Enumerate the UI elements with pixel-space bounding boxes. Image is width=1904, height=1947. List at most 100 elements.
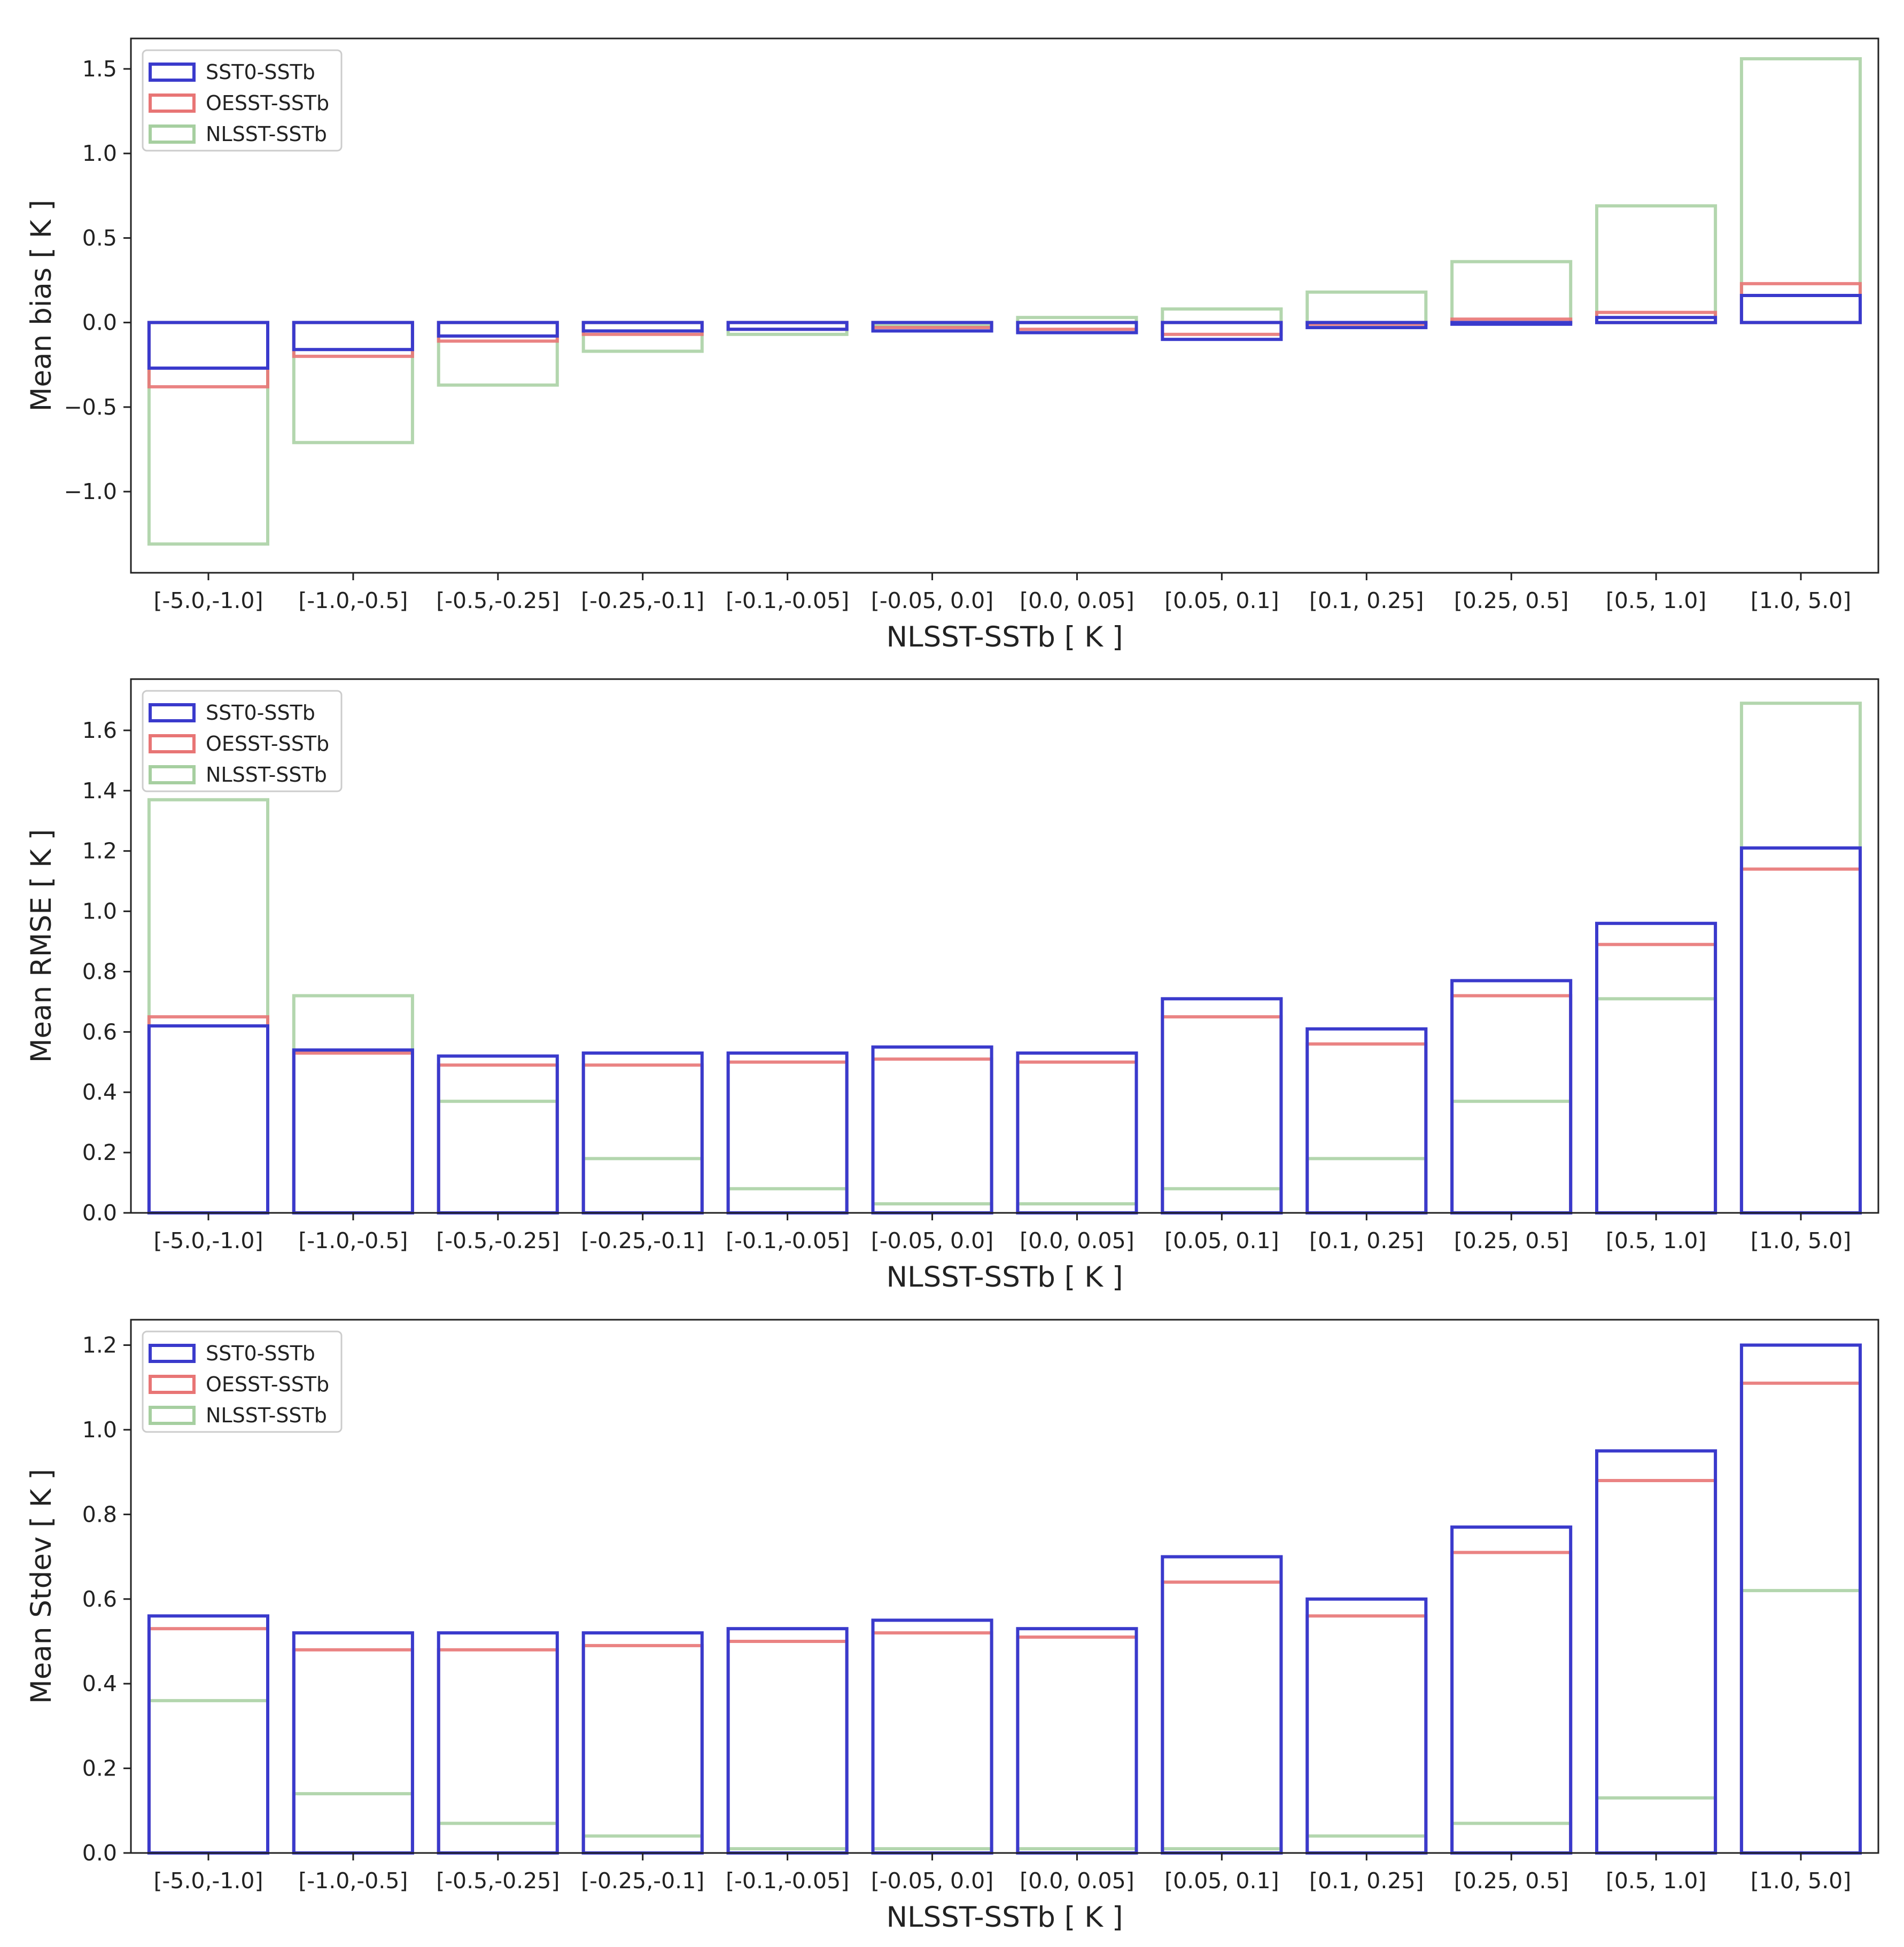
bar-oesst-sstb-5 bbox=[871, 1631, 993, 1855]
y-tick-label: 1.0 bbox=[82, 141, 117, 166]
x-tick-label: [-5.0,-1.0] bbox=[153, 1868, 263, 1894]
bar-sst0-sstb-4 bbox=[726, 1627, 849, 1855]
y-tick-label: 1.2 bbox=[82, 1333, 117, 1358]
bar-oesst-sstb-7 bbox=[1161, 1015, 1283, 1214]
bar-oesst-sstb-0 bbox=[147, 1627, 269, 1855]
bar-oesst-sstb-3 bbox=[581, 1644, 704, 1855]
x-tick-label: [-5.0,-1.0] bbox=[153, 1228, 263, 1253]
y-tick-label: 1.0 bbox=[82, 1417, 117, 1443]
bar-nlsst-sstb-2 bbox=[437, 1100, 559, 1214]
bar-sst0-sstb-6 bbox=[1016, 1627, 1138, 1855]
bar-sst0-sstb-7 bbox=[1161, 321, 1283, 341]
bar-sst0-sstb-11 bbox=[1739, 294, 1862, 324]
bar-nlsst-sstb-9 bbox=[1450, 260, 1573, 324]
x-tick-label: [-0.1,-0.05] bbox=[726, 1228, 849, 1253]
bar-nlsst-sstb-0 bbox=[147, 1699, 269, 1855]
bar-oesst-sstb-8 bbox=[1305, 1614, 1428, 1855]
bar-nlsst-sstb-1 bbox=[292, 994, 414, 1214]
legend-swatch-nlsst-sstb bbox=[149, 124, 196, 144]
bar-sst0-sstb-7 bbox=[1161, 1555, 1283, 1855]
bar-nlsst-sstb-10 bbox=[1595, 204, 1718, 324]
bar-sst0-sstb-1 bbox=[292, 1048, 414, 1214]
bar-nlsst-sstb-1 bbox=[292, 1792, 414, 1855]
x-tick-label: [-1.0,-0.5] bbox=[298, 1228, 408, 1253]
bar-nlsst-sstb-3 bbox=[581, 1157, 704, 1214]
bar-sst0-sstb-0 bbox=[147, 321, 269, 370]
bar-nlsst-sstb-3 bbox=[581, 321, 704, 353]
x-tick-label: [0.05, 0.1] bbox=[1164, 1868, 1279, 1894]
bar-nlsst-sstb-9 bbox=[1450, 1821, 1573, 1855]
bar-sst0-sstb-10 bbox=[1595, 922, 1718, 1214]
bar-oesst-sstb-3 bbox=[581, 1063, 704, 1215]
y-axis-label: Mean bias [ K ] bbox=[25, 200, 58, 411]
bar-oesst-sstb-6 bbox=[1016, 1636, 1138, 1855]
legend-label-nlsst-sstb: NLSST-SSTb bbox=[206, 1404, 327, 1427]
legend-label-oesst-sstb: OESST-SSTb bbox=[206, 732, 329, 756]
bar-oesst-sstb-11 bbox=[1739, 1381, 1862, 1855]
bar-nlsst-sstb-9 bbox=[1450, 1100, 1573, 1214]
bar-nlsst-sstb-8 bbox=[1305, 1834, 1428, 1855]
bar-sst0-sstb-9 bbox=[1450, 321, 1573, 326]
y-tick-label: 0.4 bbox=[82, 1079, 117, 1105]
bar-sst0-sstb-11 bbox=[1739, 1343, 1862, 1855]
panel-mean-stdev: 0.0 0.2 0.4 0.6 0.8 1.0 1.2 [-5.0,-1.0] [-1.0,-0… bbox=[25, 1319, 1879, 1934]
bar-sst0-sstb-11 bbox=[1739, 846, 1862, 1214]
x-tick-label: [0.05, 0.1] bbox=[1164, 1228, 1279, 1253]
bar-nlsst-sstb-7 bbox=[1161, 307, 1283, 324]
bar-oesst-sstb-2 bbox=[437, 1063, 559, 1215]
bar-sst0-sstb-2 bbox=[437, 1631, 559, 1855]
x-tick-label: [-0.5,-0.25] bbox=[436, 1868, 559, 1894]
x-tick-label: [-0.1,-0.05] bbox=[726, 588, 849, 613]
x-tick-label: [0.1, 0.25] bbox=[1309, 1228, 1424, 1253]
legend: SST0-SSTb OESST-SSTb NLSST-SSTb bbox=[142, 49, 343, 152]
legend: SST0-SSTb OESST-SSTb NLSST-SSTb bbox=[142, 1330, 343, 1433]
bar-nlsst-sstb-1 bbox=[292, 321, 414, 445]
bar-nlsst-sstb-0 bbox=[147, 798, 269, 1215]
y-tick-label: 0.0 bbox=[82, 1840, 117, 1866]
bar-sst0-sstb-5 bbox=[871, 1618, 993, 1855]
bar-sst0-sstb-6 bbox=[1016, 321, 1138, 334]
x-tick-label: [0.1, 0.25] bbox=[1309, 1868, 1424, 1894]
x-tick-label: [-0.1,-0.05] bbox=[726, 1868, 849, 1894]
x-tick-label: [0.5, 1.0] bbox=[1606, 588, 1706, 613]
bar-nlsst-sstb-0 bbox=[147, 321, 269, 546]
bar-sst0-sstb-9 bbox=[1450, 979, 1573, 1215]
y-tick-label: 1.0 bbox=[82, 899, 117, 924]
axes-frame bbox=[130, 678, 1879, 1214]
x-tick-label: [0.05, 0.1] bbox=[1164, 588, 1279, 613]
bar-nlsst-sstb-11 bbox=[1739, 702, 1862, 1214]
bar-nlsst-sstb-4 bbox=[726, 1187, 849, 1215]
legend-label-oesst-sstb: OESST-SSTb bbox=[206, 1373, 329, 1396]
bar-oesst-sstb-7 bbox=[1161, 1580, 1283, 1855]
bar-oesst-sstb-6 bbox=[1016, 1060, 1138, 1215]
bar-sst0-sstb-0 bbox=[147, 1024, 269, 1214]
x-tick-label: [-0.25,-0.1] bbox=[581, 1868, 704, 1894]
bar-oesst-sstb-0 bbox=[147, 1015, 269, 1214]
bar-oesst-sstb-1 bbox=[292, 321, 414, 358]
x-axis-label: NLSST-SSTb [ K ] bbox=[886, 1261, 1123, 1294]
bar-nlsst-sstb-10 bbox=[1595, 997, 1718, 1215]
x-tick-label: [-5.0,-1.0] bbox=[153, 588, 263, 613]
x-tick-label: [1.0, 5.0] bbox=[1751, 588, 1851, 613]
x-axis-label: NLSST-SSTb [ K ] bbox=[886, 621, 1123, 653]
legend-label-nlsst-sstb: NLSST-SSTb bbox=[206, 763, 327, 786]
bar-nlsst-sstb-7 bbox=[1161, 1187, 1283, 1215]
x-tick-label: [-0.25,-0.1] bbox=[581, 588, 704, 613]
bar-nlsst-sstb-2 bbox=[437, 321, 559, 387]
y-tick-label: 1.4 bbox=[82, 778, 117, 804]
bar-oesst-sstb-9 bbox=[1450, 1551, 1573, 1855]
y-tick-label: 0.5 bbox=[82, 225, 117, 251]
x-tick-label: [0.0, 0.05] bbox=[1020, 1228, 1134, 1253]
bar-oesst-sstb-8 bbox=[1305, 1042, 1428, 1215]
bar-sst0-sstb-8 bbox=[1305, 1597, 1428, 1855]
legend-swatch-oesst-sstb bbox=[149, 94, 196, 113]
panel-mean-bias: −1.0 −0.5 0.0 0.5 1.0 1.5 [-5.0,-1.0] [-1.0,-0.… bbox=[25, 37, 1879, 653]
y-tick-label: 0.8 bbox=[82, 1501, 117, 1527]
bar-oesst-sstb-5 bbox=[871, 1057, 993, 1214]
x-tick-label: [-0.05, 0.0] bbox=[871, 1868, 993, 1894]
bar-oesst-sstb-9 bbox=[1450, 994, 1573, 1214]
x-tick-label: [1.0, 5.0] bbox=[1751, 1228, 1851, 1253]
bar-oesst-sstb-1 bbox=[292, 1051, 414, 1215]
legend: SST0-SSTb OESST-SSTb NLSST-SSTb bbox=[142, 690, 343, 792]
